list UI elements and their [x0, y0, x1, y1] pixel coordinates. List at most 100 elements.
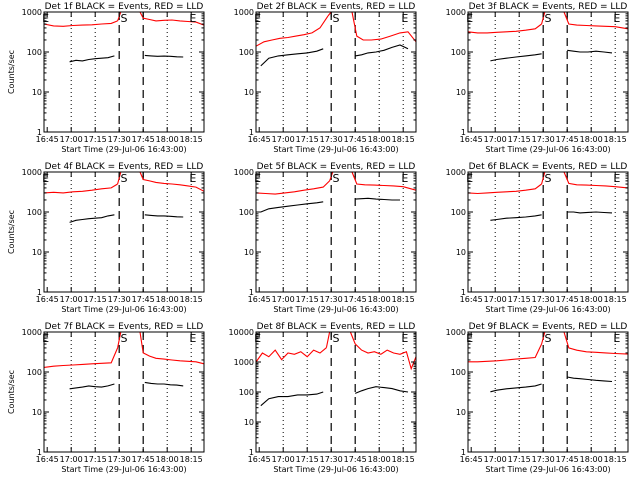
series-lld-seg-0: [43, 183, 118, 194]
x-tick-label: 17:15: [508, 135, 531, 144]
x-tick-label: 16:45: [460, 135, 483, 144]
y-tick-label: 1: [461, 128, 466, 137]
x-tick-label: 18:15: [604, 455, 627, 464]
series-lld-seg-1: [117, 171, 122, 185]
series-lld-seg-0: [43, 347, 119, 368]
marker-label-1: S: [333, 332, 340, 345]
x-tick-label: 18:00: [156, 455, 179, 464]
series-events-seg-0: [260, 48, 324, 67]
marker-label-2: E: [401, 332, 408, 345]
marker-label-2: E: [189, 12, 196, 25]
x-tick-label: 17:45: [132, 455, 155, 464]
x-tick-label: 17:45: [344, 295, 367, 304]
series-lld-seg-2: [139, 331, 205, 365]
x-tick-label: 16:45: [36, 295, 59, 304]
series-lld-seg-0: [43, 20, 118, 27]
marker-label-0: E: [42, 12, 49, 25]
y-tick-label: 1000: [446, 328, 466, 337]
series-events-seg-0: [260, 201, 324, 213]
x-tick-label: 18:00: [580, 135, 603, 144]
x-tick-label: 17:15: [84, 135, 107, 144]
series-events-seg-1: [567, 211, 613, 214]
y-tick-label: 100: [239, 48, 254, 57]
marker-label-1: S: [121, 332, 128, 345]
series-lld-seg-1: [117, 331, 122, 349]
panel-3: Det 3f BLACK = Events, RED = LLD 1 10 100 10…: [446, 2, 629, 154]
y-tick-label: 1000: [22, 328, 42, 337]
panel-9: Det 9f BLACK = Events, RED = LLD 1 10 100 10…: [446, 322, 629, 474]
marker-label-0: E: [466, 12, 473, 25]
series-lld-seg-2: [139, 171, 205, 192]
x-tick-label: 17:15: [508, 455, 531, 464]
panel-title: Det 7f BLACK = Events, RED = LLD: [45, 322, 204, 332]
x-tick-label: 16:45: [36, 135, 59, 144]
x-tick-label: 17:00: [484, 135, 507, 144]
marker-label-0: E: [254, 12, 261, 25]
x-axis-label: Start Time (29-Jul-06 16:43:00): [485, 465, 610, 474]
x-tick-label: 16:45: [460, 455, 483, 464]
x-tick-label: 17:00: [272, 135, 295, 144]
y-tick-label: 1: [37, 448, 42, 457]
series-lld-seg-2: [139, 11, 205, 26]
x-tick-label: 17:30: [320, 295, 343, 304]
x-tick-label: 17:00: [272, 295, 295, 304]
series-events-seg-0: [490, 383, 542, 393]
plot-frame: [43, 331, 205, 453]
x-axis-label: Start Time (29-Jul-06 16:43:00): [273, 145, 398, 154]
x-axis-label: Start Time (29-Jul-06 16:43:00): [273, 465, 398, 474]
x-tick-label: 16:45: [460, 295, 483, 304]
x-tick-label: 17:15: [296, 135, 319, 144]
marker-label-0: E: [254, 172, 261, 185]
x-tick-label: 17:15: [296, 295, 319, 304]
marker-label-2: E: [401, 12, 408, 25]
plot-frame: [467, 171, 629, 293]
y-tick-label: 100: [451, 208, 466, 217]
x-tick-label: 17:00: [60, 135, 83, 144]
marker-label-1: S: [545, 332, 552, 345]
series-events-seg-1: [355, 197, 400, 201]
x-tick-label: 17:30: [532, 455, 555, 464]
marker-label-2: E: [613, 12, 620, 25]
marker-label-2: E: [613, 332, 620, 345]
marker-label-1: S: [545, 12, 552, 25]
y-tick-label: 10: [244, 248, 254, 257]
x-tick-label: 18:15: [604, 135, 627, 144]
x-axis-label: Start Time (29-Jul-06 16:43:00): [273, 305, 398, 314]
panel-1: Det 1f BLACK = Events, RED = LLD 1 10 100 10…: [7, 2, 205, 154]
series-lld-seg-0: [255, 347, 327, 363]
y-tick-label: 1: [37, 128, 42, 137]
panel-7: Det 7f BLACK = Events, RED = LLD 1 10 100 10…: [7, 322, 205, 474]
x-tick-label: 18:15: [180, 135, 203, 144]
series-lld-seg-0: [468, 343, 543, 363]
x-axis-label: Start Time (29-Jul-06 16:43:00): [61, 305, 186, 314]
x-tick-label: 18:15: [392, 455, 415, 464]
panel-2: Det 2f BLACK = Events, RED = LLD 1 10 100 10…: [234, 2, 417, 154]
panel-title: Det 2f BLACK = Events, RED = LLD: [257, 2, 416, 12]
x-tick-label: 16:45: [248, 295, 271, 304]
y-tick-label: 1000: [446, 8, 466, 17]
series-events-seg-0: [260, 391, 324, 407]
y-tick-label: 1000: [446, 168, 466, 177]
plot-frame: [467, 331, 629, 453]
y-tick-label: 10: [456, 88, 466, 97]
y-tick-label: 10: [244, 418, 254, 427]
x-tick-label: 16:45: [248, 455, 271, 464]
x-tick-label: 17:15: [508, 295, 531, 304]
x-tick-label: 18:00: [368, 135, 391, 144]
plot-frame: [43, 11, 205, 133]
series-lld-seg-2: [351, 11, 417, 43]
x-tick-label: 16:45: [36, 455, 59, 464]
series-events-seg-0: [490, 53, 542, 62]
y-tick-label: 1: [249, 288, 254, 297]
series-events-seg-1: [567, 376, 613, 383]
x-tick-label: 17:30: [108, 135, 131, 144]
x-tick-label: 17:00: [60, 295, 83, 304]
x-tick-label: 18:00: [368, 295, 391, 304]
y-tick-label: 1000: [234, 358, 254, 367]
series-lld-seg-2: [351, 171, 417, 191]
x-tick-label: 17:00: [272, 455, 295, 464]
series-events-seg-1: [567, 49, 613, 54]
series-events-seg-1: [144, 54, 184, 58]
y-tick-label: 1: [461, 288, 466, 297]
